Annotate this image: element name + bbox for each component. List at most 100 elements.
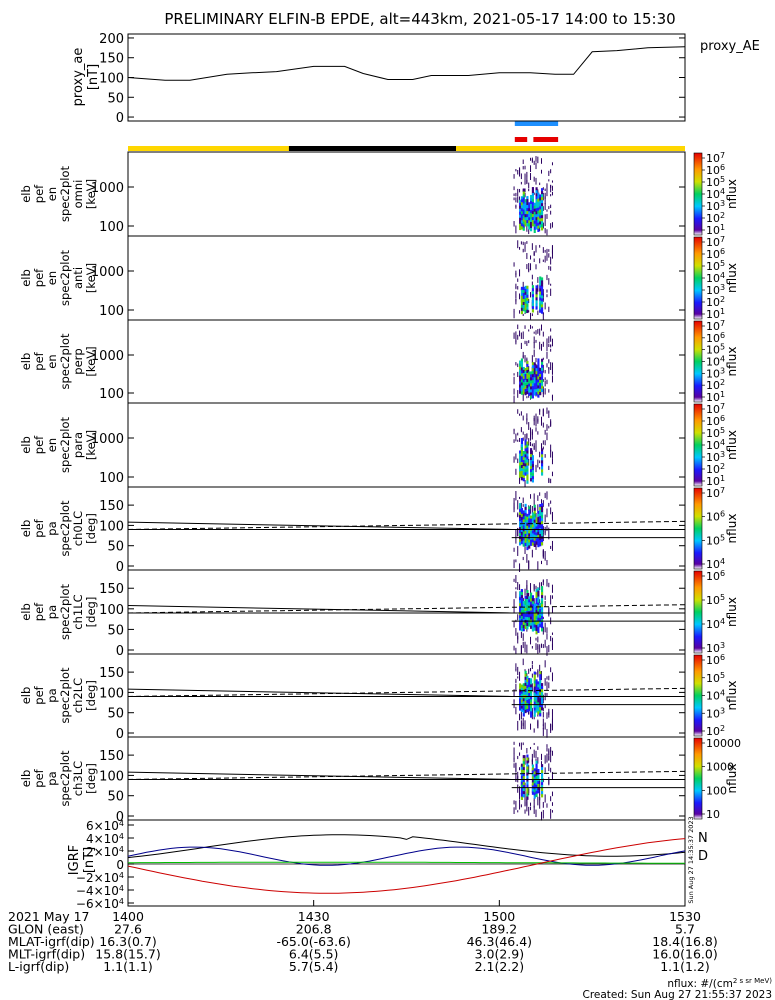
- spectrogram-speck: [548, 265, 550, 270]
- spectrogram-cell: [537, 787, 540, 791]
- spectrogram-cell: [531, 217, 534, 221]
- spectrogram-cell: [540, 292, 544, 296]
- spectrogram-cell: [526, 381, 529, 386]
- spectrogram-speck: [548, 389, 550, 393]
- spectrogram-cell: [520, 477, 524, 481]
- spectrogram-cell: [522, 451, 525, 455]
- spectrogram-speck: [519, 438, 521, 442]
- spectrogram-cell: [533, 516, 536, 520]
- ytick-label: 0: [116, 560, 124, 575]
- spectrogram-cell: [535, 622, 538, 626]
- spectrogram-speck: [551, 810, 553, 813]
- spectrogram-speck: [550, 194, 552, 197]
- spectrogram-cell: [540, 304, 544, 308]
- spectrogram-cell: [540, 527, 544, 531]
- spectrogram-cell: [539, 704, 542, 708]
- spectrogram-speck: [540, 169, 542, 174]
- spectrogram-cell: [540, 601, 544, 605]
- colorbar-tick-label: 106: [706, 330, 725, 345]
- spectrogram-cell: [528, 223, 531, 227]
- spectrogram-cell: [539, 370, 542, 375]
- ylabel-line: [deg]: [84, 680, 98, 711]
- spectrogram-speck: [524, 782, 526, 792]
- spectrogram-speck: [542, 728, 544, 736]
- spectrogram-speck: [519, 713, 521, 721]
- spectrogram-cell: [537, 681, 540, 685]
- ytick-label: 100: [99, 686, 124, 701]
- spectrogram-speck: [522, 313, 524, 316]
- spectrogram-speck: [550, 328, 552, 332]
- spectrogram-speck: [542, 293, 544, 300]
- spectrogram-cell: [537, 693, 540, 697]
- spectrogram-cell: [535, 598, 538, 602]
- spectrogram-cell: [520, 223, 524, 227]
- spectrogram-cell: [530, 371, 533, 375]
- spectrogram-speck: [548, 179, 550, 182]
- spectrogram-speck: [550, 545, 552, 549]
- spectrogram-cell: [519, 542, 522, 546]
- spectrogram-speck: [533, 176, 535, 182]
- spectrogram-cell: [519, 692, 522, 696]
- ylabel-line: pef: [32, 518, 46, 537]
- spectrogram-speck: [533, 798, 535, 801]
- spectrogram-cell: [531, 291, 534, 295]
- spectrogram-speck: [550, 256, 552, 265]
- spectrogram-cell: [519, 369, 522, 373]
- spectrogram-speck: [542, 724, 544, 730]
- spectrogram-speck: [530, 324, 532, 329]
- spectrogram-cell: [539, 382, 542, 387]
- spectrogram-cell: [522, 191, 525, 195]
- spectrogram-speck: [528, 229, 530, 235]
- spectrogram-speck: [515, 529, 517, 540]
- spectrogram-speck: [519, 563, 521, 573]
- spectrogram-cell: [519, 366, 522, 370]
- spectrogram-speck: [533, 160, 535, 165]
- ylabel-line: ch3LC: [71, 761, 85, 796]
- colorbar-tick-label: 102: [706, 211, 725, 226]
- spectrogram-cell: [533, 380, 536, 384]
- spectrogram-cell: [528, 617, 531, 621]
- spectrogram-cell: [522, 701, 525, 705]
- spectrogram-cell: [535, 208, 538, 212]
- ylabel-line: proxy_ae: [71, 48, 86, 107]
- spectrogram-cell: [519, 205, 522, 210]
- spectrogram-cell: [540, 524, 544, 528]
- spectrogram-cell: [530, 530, 533, 534]
- spectrogram-cell: [535, 214, 538, 218]
- spectrogram-speck: [540, 499, 542, 506]
- spectrogram-cell: [539, 615, 542, 619]
- spectrogram-speck: [519, 799, 521, 810]
- spectrogram-speck: [519, 796, 521, 800]
- spectrogram-cell: [520, 699, 524, 703]
- spectrogram-cell: [537, 216, 540, 220]
- panel-frame: [127, 235, 686, 321]
- spectrogram-cell: [539, 713, 542, 717]
- spectrogram-cell: [520, 459, 524, 463]
- spectrogram-cell: [531, 365, 534, 369]
- colorbar-tick-label: 105: [706, 426, 725, 441]
- spectrogram-cell: [530, 200, 533, 205]
- spectrogram-cell: [522, 463, 525, 467]
- spectrogram-speck: [546, 407, 548, 414]
- spectrogram-cell: [530, 524, 533, 528]
- spectrogram-cell: [519, 597, 522, 601]
- spectrogram-speck: [515, 800, 517, 810]
- spectrogram-cell: [528, 205, 531, 209]
- spectrogram-speck: [526, 396, 528, 399]
- spectrogram-speck: [531, 274, 533, 280]
- spectrogram-cell: [522, 603, 525, 608]
- spectrogram-cell: [540, 451, 544, 455]
- colorbar-tick-label: 106: [706, 569, 725, 584]
- spectrogram-cell: [533, 374, 536, 378]
- spectrogram-cell: [535, 294, 538, 298]
- spectrogram-cell: [520, 708, 524, 712]
- spectrogram-speck: [515, 778, 517, 782]
- spectrogram-cell: [520, 592, 524, 596]
- spectrogram-cell: [519, 609, 522, 613]
- spectrogram-cell: [530, 392, 533, 396]
- spectrogram-cell: [524, 217, 527, 221]
- spectrogram-cell: [540, 307, 544, 311]
- spectrogram-speck: [526, 417, 528, 421]
- spectrogram-speck: [524, 340, 526, 345]
